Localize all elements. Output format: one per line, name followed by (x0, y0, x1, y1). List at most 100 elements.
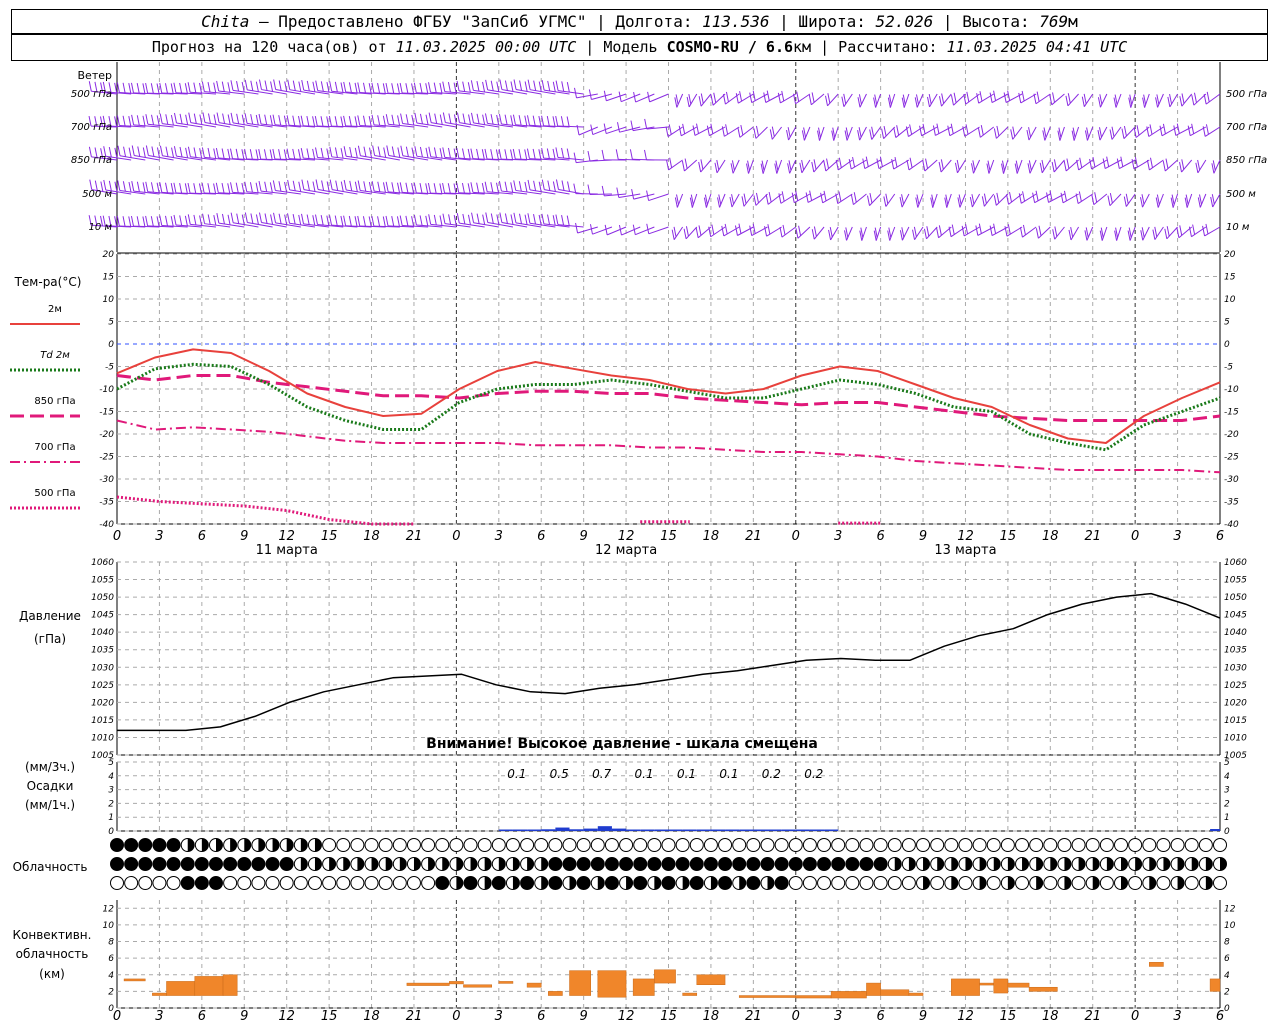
wind-barb-feather (901, 97, 905, 108)
y-tick-left-conv: 2 (108, 987, 114, 997)
cloud-fill (1064, 876, 1071, 890)
wind-barb-feather (887, 97, 891, 108)
wind-barb-feather (292, 214, 296, 225)
wind-barb-shaft (739, 126, 754, 138)
wind-barb-feather (526, 115, 530, 126)
wind-barb-feather (1211, 163, 1215, 174)
wind-barb-feather (668, 124, 672, 135)
wind-barb-feather (496, 114, 500, 126)
wind-barb-feather (297, 115, 301, 127)
wind-barb-feather (753, 128, 757, 139)
wind-barb-feather (236, 81, 240, 92)
wind-barb-feather (278, 213, 282, 224)
wind-barb-shaft (827, 93, 839, 107)
wind-barb-feather (382, 83, 386, 94)
wind-barb-shaft (204, 122, 231, 128)
wind-barb-feather (1052, 92, 1056, 103)
wind-barb-feather (737, 127, 741, 138)
wind-barb-shaft (1006, 226, 1023, 237)
wind-barb-feather (951, 224, 955, 235)
wind-barb-feather (227, 183, 231, 194)
cloud-symbol (1198, 838, 1213, 852)
wind-barb-feather (117, 180, 121, 191)
wind-barb-feather (965, 124, 969, 135)
wind-barb-feather (893, 127, 897, 138)
wind-barb-feather (1052, 229, 1056, 240)
wind-barb-feather (721, 126, 725, 137)
wind-barb-shaft (529, 189, 556, 195)
cloud-symbol (986, 838, 1001, 852)
wind-barb-feather (524, 115, 528, 126)
wind-barb-shaft (472, 158, 499, 161)
wind-barb-feather (777, 92, 781, 104)
wind-barb-shaft (416, 224, 443, 228)
cloud-symbol (1071, 876, 1086, 890)
wind-barb-feather (1131, 158, 1135, 170)
wind-barb-feather (328, 115, 332, 127)
wind-barb-feather (382, 216, 386, 227)
wind-barb-feather (255, 182, 259, 193)
wind-barb-feather (292, 80, 296, 91)
wind-barb-feather (467, 183, 471, 194)
wind-barb-feather (977, 127, 981, 138)
wind-barb-feather (433, 214, 437, 226)
y-tick-right-pres: 1010 (1224, 733, 1247, 743)
wind-barb-feather (100, 82, 104, 93)
wind-barb-feather (306, 115, 310, 127)
wind-barb-feather (786, 129, 790, 141)
wind-barb-feather (164, 215, 168, 226)
wind-barb-feather (899, 197, 903, 208)
wind-barb-feather (740, 124, 744, 136)
wind-barb-feather (896, 125, 900, 136)
wind-barb-feather (818, 127, 821, 138)
wind-barb-feather (292, 180, 296, 191)
wind-barb-feather (102, 215, 106, 226)
wind-barb-shaft (260, 158, 287, 161)
wind-barb-shaft (771, 126, 783, 140)
cloud-fill (187, 838, 195, 852)
cloud-symbol (265, 876, 280, 890)
wind-barb-shaft (459, 122, 485, 128)
wind-barb-shaft (716, 159, 726, 174)
x-tick-temp: 18 (703, 529, 720, 544)
y-tick-right-conv: 4 (1224, 971, 1230, 981)
wind-barb-shaft (105, 125, 132, 128)
conv-bar (654, 969, 676, 984)
wind-barb-feather (278, 80, 282, 91)
wind-barb-feather (1057, 130, 1061, 141)
cloud-symbol (293, 876, 308, 890)
cloud-fill (512, 876, 520, 890)
wind-barb-feather (496, 214, 500, 225)
x-tick-conv: 21 (406, 1009, 423, 1024)
cloud-symbol (520, 838, 535, 852)
wind-barb-feather (808, 94, 812, 105)
wind-barb-feather (343, 81, 347, 93)
wind-barb-feather (524, 181, 528, 193)
wind-barb-feather (730, 163, 734, 174)
wind-barb-feather (938, 225, 942, 236)
conv-bar (1149, 962, 1164, 967)
wind-barb-feather (1109, 129, 1113, 140)
wind-barb-feather (467, 214, 471, 225)
cloud-symbol (548, 838, 563, 852)
wind-barb-shaft (388, 123, 415, 128)
x-tick-temp: 12 (618, 529, 635, 544)
cloud-symbol (350, 876, 365, 890)
wind-barb-feather (312, 81, 316, 92)
cloud-fill (577, 857, 591, 871)
wind-barb-shaft (246, 191, 273, 195)
wind-barb-feather (136, 216, 140, 227)
wind-level-label-right: 500 м (1226, 189, 1256, 200)
wind-barb-feather (287, 213, 291, 224)
wind-barb-shaft (501, 158, 528, 161)
x-tick-temp: 0 (113, 529, 121, 544)
wind-barb-shaft (1054, 226, 1065, 240)
wind-barb-shaft (1016, 159, 1023, 174)
wind-barb-feather (811, 161, 815, 173)
wind-barb-shaft (889, 93, 896, 108)
cloud-symbol (279, 876, 294, 890)
wind-barb-shaft (940, 159, 952, 173)
x-tick-temp: 21 (1084, 529, 1101, 544)
wind-barb-shaft (946, 193, 952, 208)
altitude-unit: м (1068, 12, 1078, 31)
